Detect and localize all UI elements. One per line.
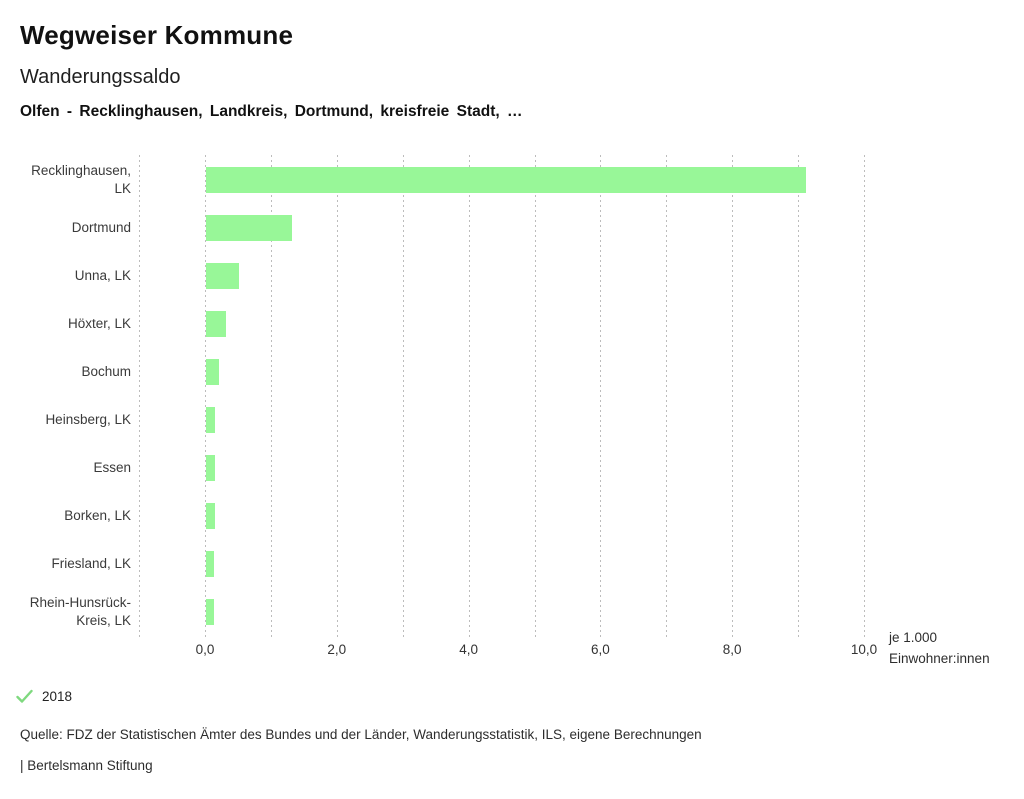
gridline bbox=[336, 155, 338, 638]
category-label: Bochum bbox=[81, 364, 131, 379]
gridline bbox=[534, 155, 536, 638]
check-icon bbox=[16, 689, 33, 703]
bar bbox=[206, 311, 226, 337]
gridline bbox=[402, 155, 404, 638]
bar bbox=[206, 215, 292, 241]
bar bbox=[206, 551, 214, 577]
gridline bbox=[139, 155, 141, 638]
category-label: Rhein-Hunsrück-Kreis, LK bbox=[29, 595, 131, 628]
bar bbox=[206, 599, 214, 625]
category-label: Dortmund bbox=[71, 220, 131, 235]
x-tick-label: 6,0 bbox=[591, 642, 610, 657]
category-label: Essen bbox=[93, 460, 131, 475]
category-label: Borken, LK bbox=[64, 508, 131, 523]
gridline bbox=[270, 155, 272, 638]
bar bbox=[206, 503, 215, 529]
gridline bbox=[666, 155, 668, 638]
category-label: Friesland, LK bbox=[51, 556, 131, 571]
gridline bbox=[732, 155, 734, 638]
category-label: Höxter, LK bbox=[67, 316, 131, 331]
category-label: Unna, LK bbox=[74, 268, 131, 283]
legend-item-2018[interactable]: 2018 bbox=[16, 686, 72, 706]
x-tick-label: 8,0 bbox=[722, 642, 742, 657]
category-label: Heinsberg, LK bbox=[45, 412, 131, 427]
gridline bbox=[205, 155, 206, 638]
bar bbox=[206, 167, 806, 193]
x-axis-unit-line1: je 1.000 bbox=[889, 630, 938, 645]
gridline bbox=[864, 155, 865, 638]
x-tick-label: 0,0 bbox=[195, 642, 215, 657]
gridline bbox=[468, 155, 470, 638]
category-label: Recklinghausen, LK bbox=[31, 163, 131, 196]
bar bbox=[206, 455, 215, 481]
bar bbox=[206, 263, 239, 289]
x-axis-unit-line2: Einwohner:innen bbox=[889, 651, 990, 666]
bar bbox=[206, 359, 220, 385]
x-axis-unit-label: je 1.000 Einwohner:innen bbox=[889, 627, 990, 669]
page-title: Wegweiser Kommune bbox=[20, 20, 294, 50]
legend-year-label: 2018 bbox=[42, 688, 73, 704]
chart-selection-subtitle: Olfen - Recklinghausen, Landkreis, Dortm… bbox=[20, 103, 523, 120]
source-text: Quelle: FDZ der Statistischen Ämter des … bbox=[20, 727, 702, 742]
gridline bbox=[600, 155, 602, 638]
x-tick-label: 10,0 bbox=[850, 642, 878, 657]
attribution-text: | Bertelsmann Stiftung bbox=[20, 758, 153, 773]
gridline bbox=[798, 155, 800, 638]
x-tick-label: 4,0 bbox=[459, 642, 478, 657]
x-tick-label: 2,0 bbox=[327, 642, 347, 657]
chart-title: Wanderungssaldo bbox=[20, 66, 181, 88]
bar bbox=[206, 407, 216, 433]
